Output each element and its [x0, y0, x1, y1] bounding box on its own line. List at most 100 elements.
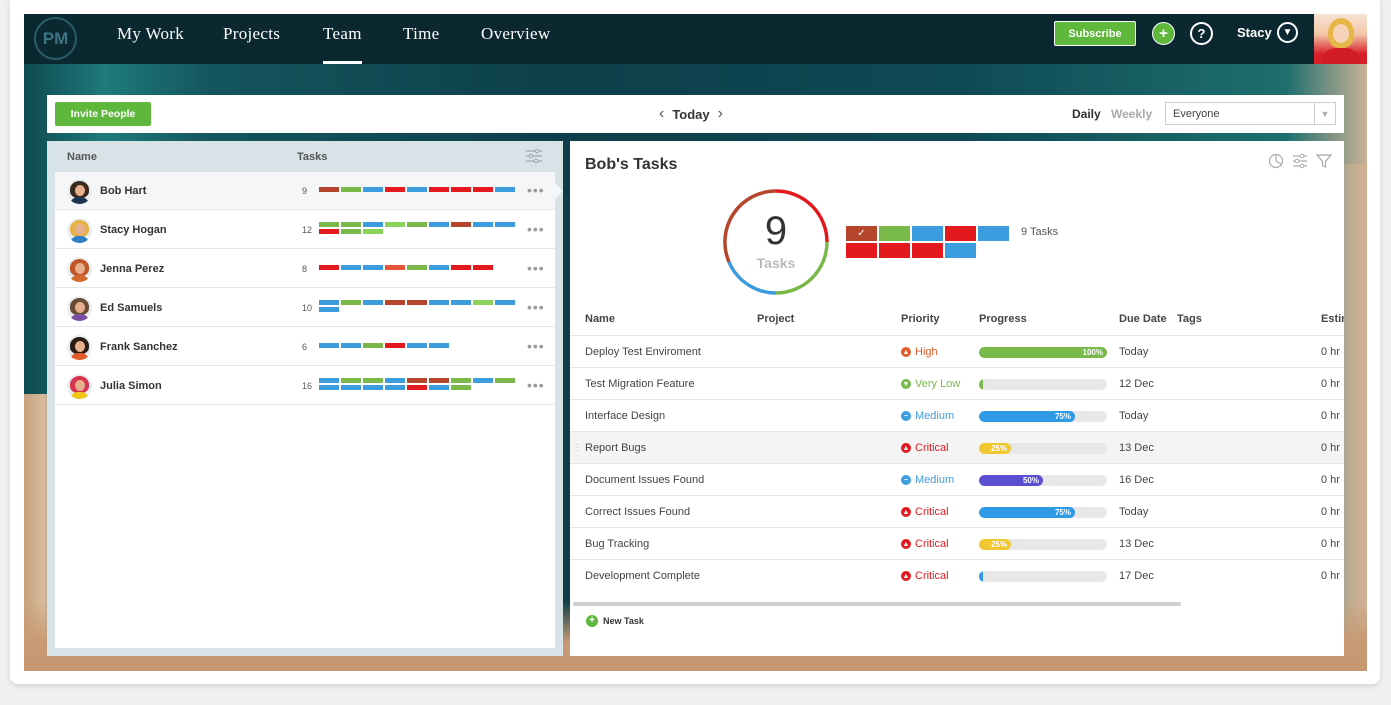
- task-due-date[interactable]: 13 Dec: [1119, 442, 1154, 454]
- task-color-bar[interactable]: [319, 300, 339, 305]
- task-color-bar[interactable]: [407, 300, 427, 305]
- more-options-icon[interactable]: •••: [527, 377, 545, 393]
- task-color-bar[interactable]: [341, 300, 361, 305]
- column-header-project[interactable]: Project: [757, 313, 795, 325]
- task-due-date[interactable]: Today: [1119, 346, 1149, 358]
- task-color-bar[interactable]: [385, 222, 405, 227]
- task-estimate[interactable]: 0 hr: [1321, 570, 1340, 582]
- task-color-bar[interactable]: [407, 187, 427, 192]
- task-color-bar[interactable]: [407, 222, 427, 227]
- new-task-button[interactable]: + New Task: [586, 615, 644, 627]
- more-options-icon[interactable]: •••: [527, 338, 545, 354]
- nav-team[interactable]: Team: [323, 24, 362, 64]
- task-color-bar[interactable]: [363, 378, 383, 383]
- task-name[interactable]: Development Complete: [585, 570, 700, 582]
- team-member-row[interactable]: Stacy Hogan 12 •••: [55, 211, 555, 249]
- task-priority[interactable]: − Medium: [901, 474, 954, 486]
- horizontal-scrollbar[interactable]: [573, 602, 1181, 606]
- task-color-bar[interactable]: [319, 229, 339, 234]
- task-due-date[interactable]: 16 Dec: [1119, 474, 1154, 486]
- task-cell[interactable]: [879, 243, 910, 258]
- task-color-bar[interactable]: [429, 300, 449, 305]
- task-color-bar[interactable]: [473, 222, 493, 227]
- task-name[interactable]: Document Issues Found: [585, 474, 705, 486]
- task-color-bar[interactable]: [363, 385, 383, 390]
- task-estimate[interactable]: 0 hr: [1321, 442, 1340, 454]
- task-priority[interactable]: ▲ Critical: [901, 538, 949, 550]
- chevron-left-icon[interactable]: ‹: [659, 105, 665, 122]
- task-color-bar[interactable]: [429, 343, 449, 348]
- task-priority[interactable]: − Medium: [901, 410, 954, 422]
- task-due-date[interactable]: Today: [1119, 410, 1149, 422]
- task-color-bar[interactable]: [319, 187, 339, 192]
- task-cell[interactable]: [978, 226, 1009, 241]
- task-name[interactable]: Deploy Test Enviroment: [585, 346, 701, 358]
- view-weekly-toggle[interactable]: Weekly: [1111, 107, 1153, 121]
- task-color-bar[interactable]: [495, 300, 515, 305]
- task-color-bar[interactable]: [385, 343, 405, 348]
- task-row[interactable]: Document Issues Found − Medium 50% 16 Dec 0 h…: [570, 463, 1344, 495]
- task-color-bar[interactable]: [341, 265, 361, 270]
- task-due-date[interactable]: 12 Dec: [1119, 378, 1154, 390]
- view-daily-toggle[interactable]: Daily: [1072, 107, 1101, 121]
- task-color-bar[interactable]: [407, 343, 427, 348]
- column-header-due-date[interactable]: Due Date: [1119, 313, 1167, 325]
- add-icon[interactable]: +: [1152, 22, 1175, 45]
- task-color-bar[interactable]: [319, 385, 339, 390]
- column-header-priority[interactable]: Priority: [901, 313, 940, 325]
- settings-sliders-icon[interactable]: [525, 149, 543, 163]
- task-cell[interactable]: [879, 226, 910, 241]
- help-icon[interactable]: ?: [1190, 22, 1213, 45]
- task-cell[interactable]: [846, 243, 877, 258]
- task-color-bar[interactable]: [473, 265, 493, 270]
- task-color-bar[interactable]: [451, 378, 471, 383]
- task-color-bar[interactable]: [451, 222, 471, 227]
- task-color-bar[interactable]: [341, 187, 361, 192]
- task-priority[interactable]: ▲ Critical: [901, 570, 949, 582]
- task-estimate[interactable]: 0 hr: [1321, 410, 1340, 422]
- task-color-bar[interactable]: [495, 222, 515, 227]
- task-color-bar[interactable]: [429, 385, 449, 390]
- task-color-bars[interactable]: [319, 222, 519, 234]
- task-color-bar[interactable]: [451, 187, 471, 192]
- column-header-tags[interactable]: Tags: [1177, 313, 1202, 325]
- nav-projects[interactable]: Projects: [223, 24, 281, 43]
- task-color-bar[interactable]: [319, 222, 339, 227]
- task-name[interactable]: Test Migration Feature: [585, 378, 695, 390]
- task-color-bar[interactable]: [385, 385, 405, 390]
- task-color-bar[interactable]: [363, 265, 383, 270]
- task-estimate[interactable]: 0 hr: [1321, 346, 1340, 358]
- task-color-bar[interactable]: [429, 265, 449, 270]
- task-color-bar[interactable]: [341, 229, 361, 234]
- task-row[interactable]: Development Complete ▲ Critical 17 Dec 0 hr: [570, 559, 1344, 591]
- task-cell[interactable]: [912, 226, 943, 241]
- task-estimate[interactable]: 0 hr: [1321, 538, 1340, 550]
- task-priority[interactable]: ▲ Critical: [901, 442, 949, 454]
- task-color-bar[interactable]: [341, 222, 361, 227]
- task-color-bar[interactable]: [363, 343, 383, 348]
- task-color-bar[interactable]: [385, 300, 405, 305]
- task-color-bar[interactable]: [407, 378, 427, 383]
- task-cell[interactable]: [945, 226, 976, 241]
- more-options-icon[interactable]: •••: [527, 182, 545, 198]
- task-color-bar[interactable]: [451, 385, 471, 390]
- task-color-bar[interactable]: [363, 229, 383, 234]
- settings-sliders-icon[interactable]: [1292, 153, 1308, 169]
- more-options-icon[interactable]: •••: [527, 299, 545, 315]
- task-color-bar[interactable]: [363, 187, 383, 192]
- task-due-date[interactable]: 17 Dec: [1119, 570, 1154, 582]
- task-color-bar[interactable]: [341, 343, 361, 348]
- subscribe-button[interactable]: Subscribe: [1054, 21, 1136, 46]
- task-color-bars[interactable]: [319, 378, 519, 390]
- people-filter-select[interactable]: Everyone ▼: [1165, 102, 1336, 125]
- task-name[interactable]: Report Bugs: [585, 442, 647, 454]
- task-color-bar[interactable]: [429, 378, 449, 383]
- filter-icon[interactable]: [1316, 153, 1332, 169]
- caret-down-icon[interactable]: ▼: [1314, 103, 1335, 124]
- task-color-bar[interactable]: [495, 187, 515, 192]
- task-color-bar[interactable]: [451, 300, 471, 305]
- task-row[interactable]: Test Migration Feature ▼ Very Low 12 Dec 0 h…: [570, 367, 1344, 399]
- task-row[interactable]: Deploy Test Enviroment ▲ High 100% Today 0 hr: [570, 335, 1344, 367]
- chevron-down-icon[interactable]: ▼: [1277, 22, 1298, 43]
- team-member-row[interactable]: Frank Sanchez 6 •••: [55, 328, 555, 366]
